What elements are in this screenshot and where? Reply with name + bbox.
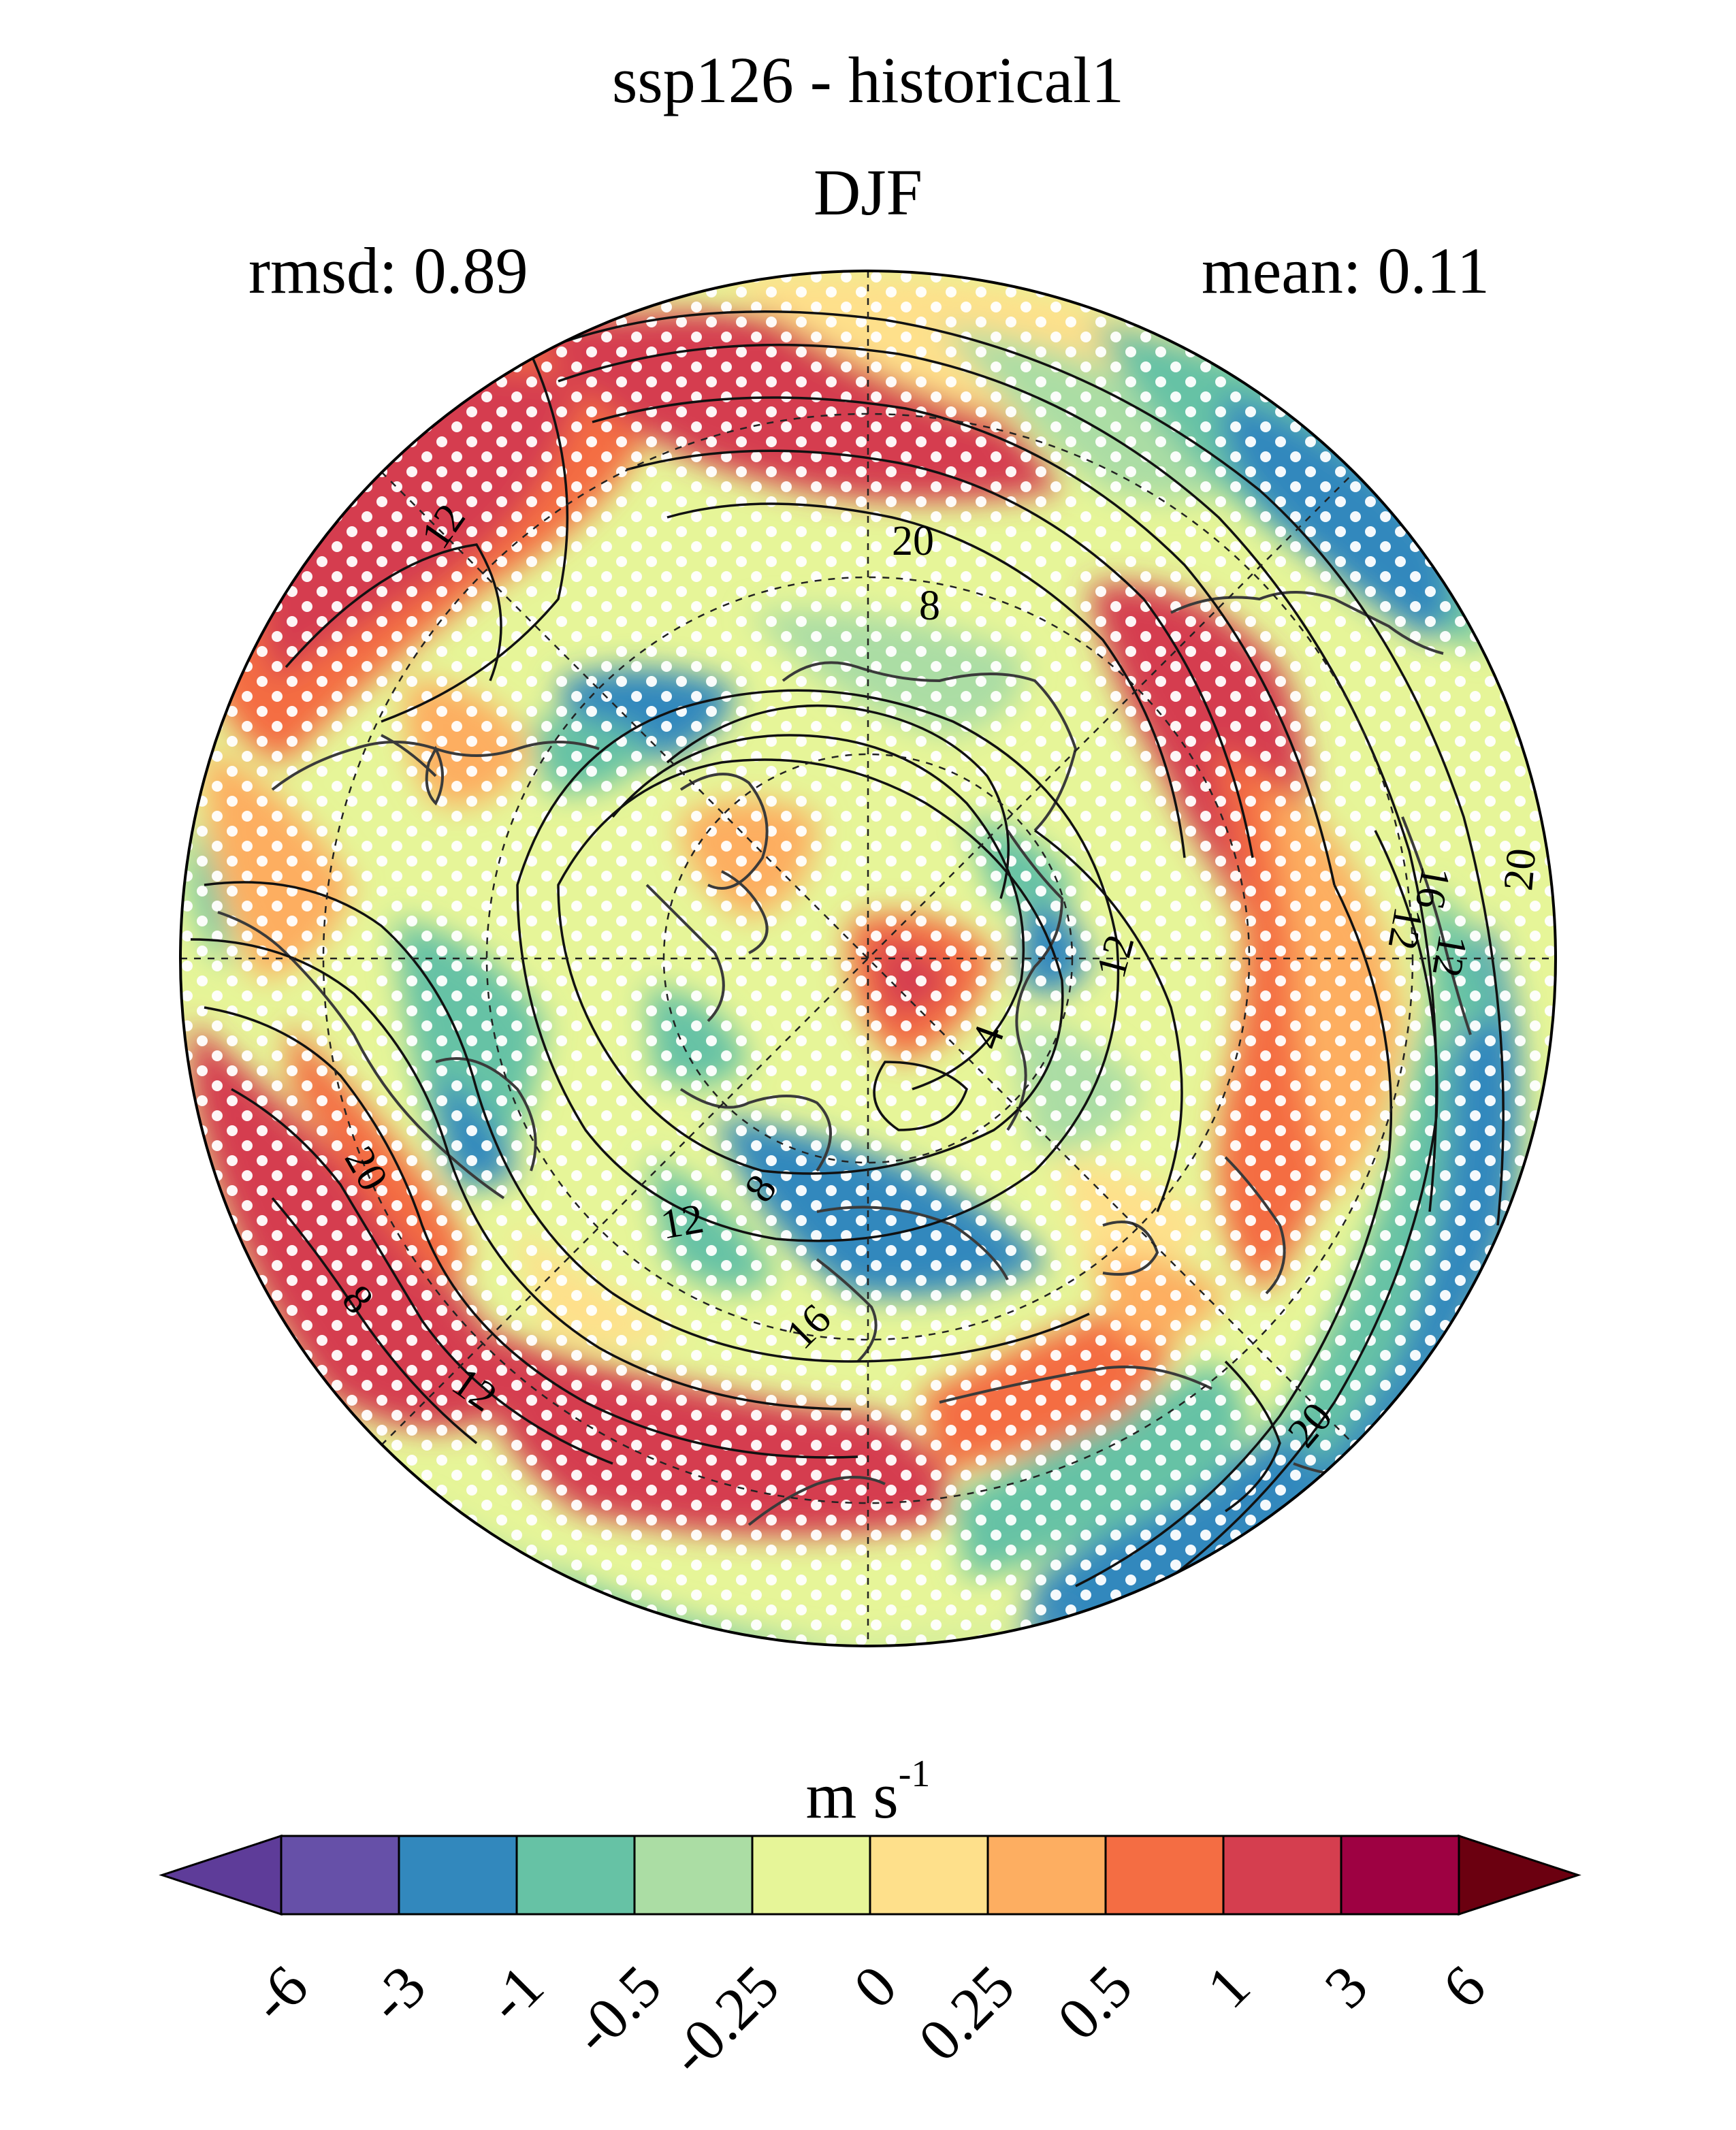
- contour-label: 20: [892, 518, 934, 564]
- colorbar-segment: [633, 1835, 754, 1916]
- colorbar-tick-label: -0.25: [657, 1953, 792, 2088]
- colorbar-tick-label: 0.25: [906, 1953, 1027, 2074]
- mean-label: mean: 0.11: [1202, 234, 1490, 307]
- colorbar-segment: [869, 1835, 989, 1916]
- colorbar-segment: [1340, 1835, 1460, 1916]
- colorbar-extend-high: [1458, 1834, 1581, 1916]
- coastlines: [217, 591, 1472, 1526]
- colorbar-tick-label: -0.5: [560, 1953, 675, 2067]
- colorbar-tick-label: 0.5: [1045, 1953, 1145, 2053]
- colorbar-segment: [751, 1835, 871, 1916]
- colorbar-extend-low: [159, 1834, 283, 1916]
- rmsd-label: rmsd: 0.89: [248, 234, 528, 307]
- colorbar-tick-label: 3: [1313, 1953, 1381, 2022]
- climatology-contours: [190, 310, 1505, 1608]
- contour-label: 16: [1406, 863, 1459, 913]
- colorbar-tick-label: -3: [356, 1953, 439, 2035]
- contour-label: 20: [1495, 847, 1545, 893]
- polar-map: 12 20 8 16 12 20 12 4 12 8 12 16 20 8 12…: [179, 270, 1557, 1647]
- contour-label: 12: [1423, 931, 1476, 981]
- colorbar-segment: [986, 1835, 1107, 1916]
- contour-label: 12: [1379, 904, 1432, 954]
- plot-title: ssp126 - historical1: [612, 44, 1124, 116]
- colorbar-segments: [159, 1834, 1581, 1916]
- contour-label: 12: [658, 1195, 707, 1248]
- colorbar-units: m s-1: [0, 1755, 1736, 1828]
- colorbar-tick-label: 1: [1195, 1953, 1263, 2022]
- anomaly-field: 12 20 8 16 12 20 12 4 12 8 12 16 20 8 12…: [180, 271, 1556, 1646]
- colorbar-segment: [515, 1835, 636, 1916]
- contour-label: 8: [919, 583, 940, 629]
- colorbar-segment: [280, 1835, 400, 1916]
- colorbar-segment: [398, 1835, 518, 1916]
- colorbar-tick-label: -1: [474, 1953, 557, 2035]
- season-label: DJF: [813, 156, 923, 229]
- map-boundary: [179, 270, 1557, 1647]
- colorbar-tick-label: 6: [1430, 1953, 1498, 2022]
- units-main: m s: [805, 1759, 899, 1832]
- units-exponent: -1: [898, 1753, 931, 1795]
- colorbar-segment: [1222, 1835, 1343, 1916]
- colorbar-tick-label: -6: [238, 1953, 321, 2035]
- colorbar-tick-label: 0: [841, 1953, 910, 2022]
- colorbar-segment: [1104, 1835, 1225, 1916]
- graticule: [180, 271, 1556, 1646]
